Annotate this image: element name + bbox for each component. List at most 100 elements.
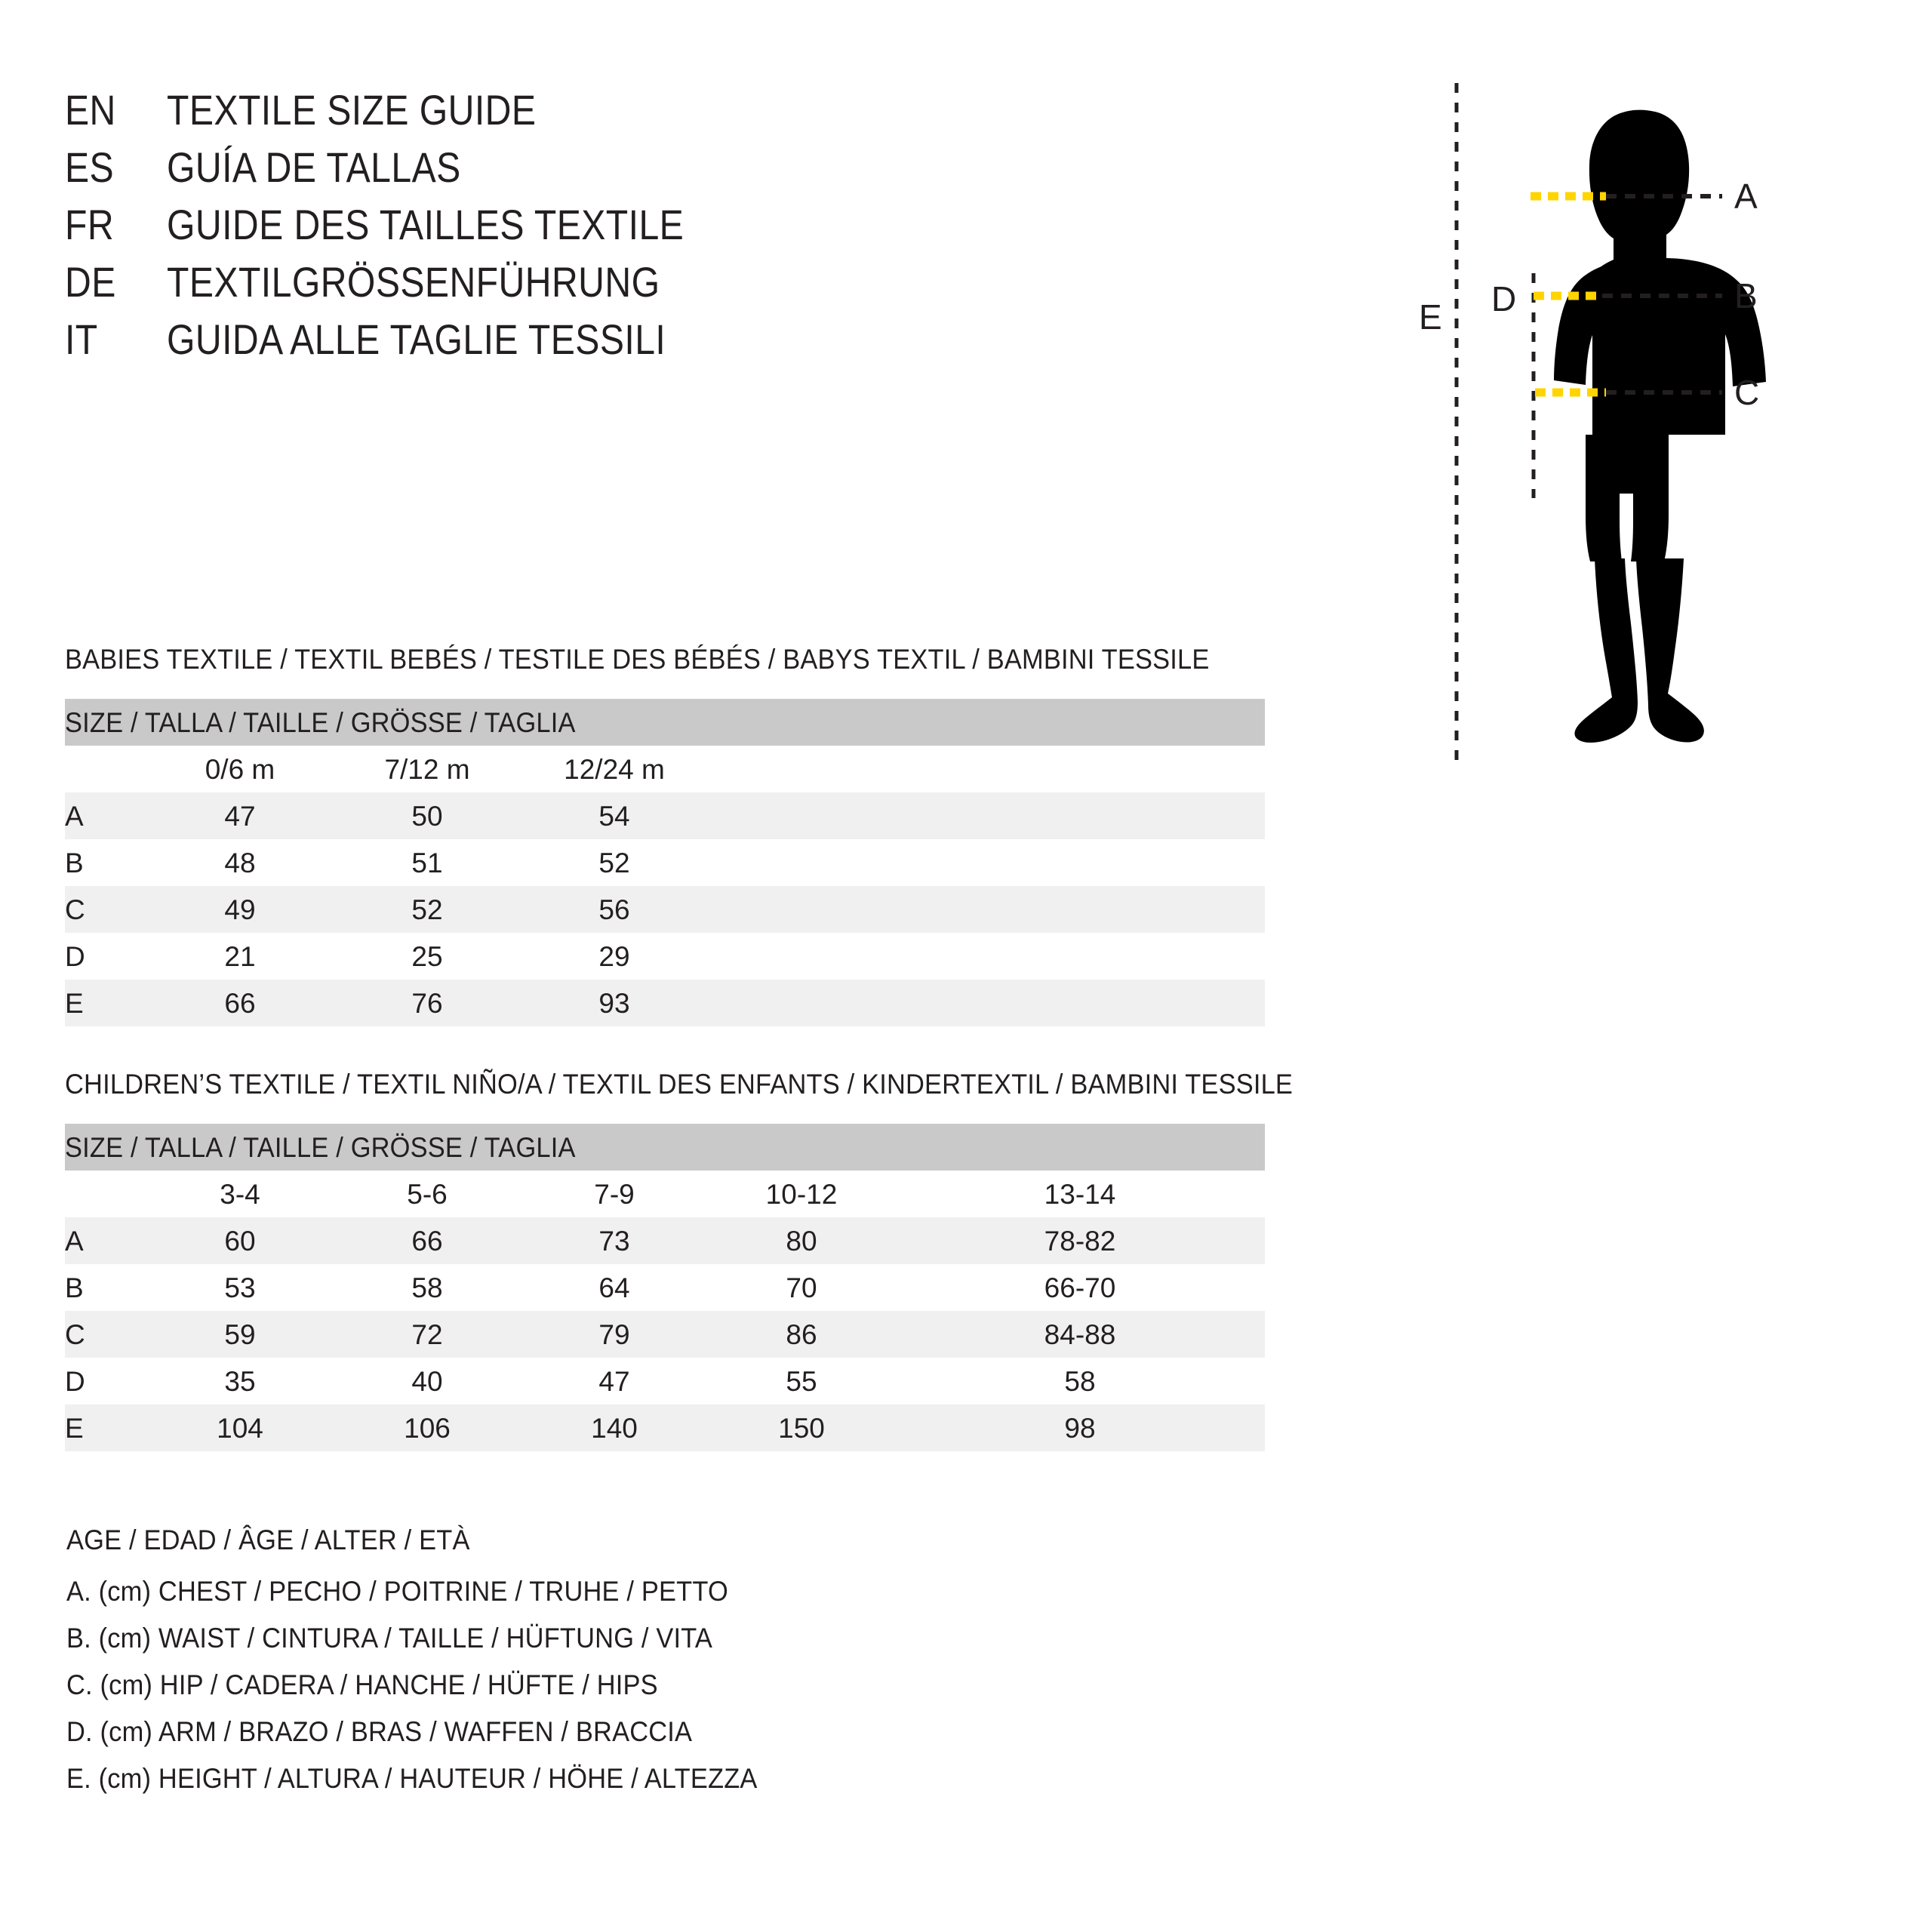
babies-section: BABIES TEXTILE / TEXTIL BEBÉS / TESTILE … xyxy=(65,645,1287,1026)
language-title-it: GUIDA ALLE TAGLIE TESSILI xyxy=(167,315,666,363)
children-a-4: 78-82 xyxy=(895,1217,1265,1264)
children-d-1: 40 xyxy=(334,1358,521,1404)
children-col-3: 10-12 xyxy=(708,1171,895,1217)
babies-band-label: SIZE / TALLA / TAILLE / GRÖSSE / TAGLIA xyxy=(65,699,1265,746)
babies-col-2: 12/24 m xyxy=(521,746,708,792)
babies-row-label-e: E xyxy=(65,980,146,1026)
marker-label-a: A xyxy=(1734,177,1758,216)
babies-a-spacer xyxy=(708,792,1265,839)
babies-e-1: 76 xyxy=(334,980,521,1026)
babies-a-1: 50 xyxy=(334,792,521,839)
children-d-3: 55 xyxy=(708,1358,895,1404)
children-band-row: SIZE / TALLA / TAILLE / GRÖSSE / TAGLIA xyxy=(65,1124,1265,1171)
babies-row-label-c: C xyxy=(65,886,146,933)
children-e-4: 98 xyxy=(895,1404,1265,1451)
babies-c-2: 56 xyxy=(521,886,708,933)
language-title-block: EN TEXTILE SIZE GUIDE ES GUÍA DE TALLAS … xyxy=(65,89,1197,376)
children-col-2: 7-9 xyxy=(521,1171,708,1217)
children-a-3: 80 xyxy=(708,1217,895,1264)
babies-a-0: 47 xyxy=(146,792,334,839)
children-row-label-d: D xyxy=(65,1358,146,1404)
children-band-label: SIZE / TALLA / TAILLE / GRÖSSE / TAGLIA xyxy=(65,1124,1265,1171)
children-e-3: 150 xyxy=(708,1404,895,1451)
babies-b-2: 52 xyxy=(521,839,708,886)
language-row-fr: FR GUIDE DES TAILLES TEXTILE xyxy=(65,204,1197,261)
marker-label-c: C xyxy=(1734,373,1759,412)
measurement-figure: A B C D E xyxy=(1419,75,1917,785)
children-size-table: SIZE / TALLA / TAILLE / GRÖSSE / TAGLIA … xyxy=(65,1124,1265,1451)
marker-label-d: D xyxy=(1491,279,1516,318)
children-c-0: 59 xyxy=(146,1311,334,1358)
children-b-4: 66-70 xyxy=(895,1264,1265,1311)
table-row: B 48 51 52 xyxy=(65,839,1265,886)
marker-label-b: B xyxy=(1734,276,1758,315)
table-row: A 60 66 73 80 78-82 xyxy=(65,1217,1265,1264)
babies-e-0: 66 xyxy=(146,980,334,1026)
language-code-fr: FR xyxy=(65,201,115,248)
babies-row-label-a: A xyxy=(65,792,146,839)
language-row-de: DE TEXTILGRÖSSENFÜHRUNG xyxy=(65,261,1197,318)
babies-c-1: 52 xyxy=(334,886,521,933)
children-c-2: 79 xyxy=(521,1311,708,1358)
children-corner-cell xyxy=(65,1171,146,1217)
table-row: E 66 76 93 xyxy=(65,980,1265,1026)
language-code-it: IT xyxy=(65,315,98,363)
legend-item-a: A. (cm) CHEST / PECHO / POITRINE / TRUHE… xyxy=(66,1576,728,1607)
babies-a-2: 54 xyxy=(521,792,708,839)
children-a-0: 60 xyxy=(146,1217,334,1264)
table-row: B 53 58 64 70 66-70 xyxy=(65,1264,1265,1311)
babies-column-header-row: 0/6 m 7/12 m 12/24 m xyxy=(65,746,1265,792)
children-row-label-a: A xyxy=(65,1217,146,1264)
legend-item-b: B. (cm) WAIST / CINTURA / TAILLE / HÜFTU… xyxy=(66,1623,713,1654)
babies-col-1: 7/12 m xyxy=(334,746,521,792)
language-row-es: ES GUÍA DE TALLAS xyxy=(65,146,1197,204)
babies-section-title: BABIES TEXTILE / TEXTIL BEBÉS / TESTILE … xyxy=(65,644,1210,675)
legend-item-c: C. (cm) HIP / CADERA / HANCHE / HÜFTE / … xyxy=(66,1669,658,1700)
table-row: D 35 40 47 55 58 xyxy=(65,1358,1265,1404)
babies-d-1: 25 xyxy=(334,933,521,980)
children-c-1: 72 xyxy=(334,1311,521,1358)
children-d-4: 58 xyxy=(895,1358,1265,1404)
language-row-it: IT GUIDA ALLE TAGLIE TESSILI xyxy=(65,318,1197,376)
language-title-de: TEXTILGRÖSSENFÜHRUNG xyxy=(167,258,660,306)
children-d-0: 35 xyxy=(146,1358,334,1404)
table-row: A 47 50 54 xyxy=(65,792,1265,839)
children-row-label-e: E xyxy=(65,1404,146,1451)
measurement-legend: AGE / EDAD / ÂGE / ALTER / ETÀ A. (cm) C… xyxy=(66,1526,1198,1811)
language-row-en: EN TEXTILE SIZE GUIDE xyxy=(65,89,1197,146)
children-e-1: 106 xyxy=(334,1404,521,1451)
babies-row-label-b: B xyxy=(65,839,146,886)
children-row-label-b: B xyxy=(65,1264,146,1311)
babies-col-spacer xyxy=(708,746,1265,792)
babies-c-spacer xyxy=(708,886,1265,933)
babies-col-0: 0/6 m xyxy=(146,746,334,792)
children-col-4: 13-14 xyxy=(895,1171,1265,1217)
babies-b-spacer xyxy=(708,839,1265,886)
table-row: D 21 25 29 xyxy=(65,933,1265,980)
children-section: CHILDREN’S TEXTILE / TEXTIL NIÑO/A / TEX… xyxy=(65,1069,1294,1451)
legend-item-e: E. (cm) HEIGHT / ALTURA / HAUTEUR / HÖHE… xyxy=(66,1763,758,1794)
children-b-3: 70 xyxy=(708,1264,895,1311)
children-section-title: CHILDREN’S TEXTILE / TEXTIL NIÑO/A / TEX… xyxy=(65,1069,1294,1100)
children-e-2: 140 xyxy=(521,1404,708,1451)
table-row: E 104 106 140 150 98 xyxy=(65,1404,1265,1451)
language-title-en: TEXTILE SIZE GUIDE xyxy=(167,86,537,134)
babies-c-0: 49 xyxy=(146,886,334,933)
babies-row-label-d: D xyxy=(65,933,146,980)
babies-e-spacer xyxy=(708,980,1265,1026)
marker-label-e: E xyxy=(1419,297,1442,337)
language-title-es: GUÍA DE TALLAS xyxy=(167,143,461,191)
babies-e-2: 93 xyxy=(521,980,708,1026)
children-c-4: 84-88 xyxy=(895,1311,1265,1358)
children-a-1: 66 xyxy=(334,1217,521,1264)
table-row: C 49 52 56 xyxy=(65,886,1265,933)
children-column-header-row: 3-4 5-6 7-9 10-12 13-14 xyxy=(65,1171,1265,1217)
babies-band-row: SIZE / TALLA / TAILLE / GRÖSSE / TAGLIA xyxy=(65,699,1265,746)
children-b-2: 64 xyxy=(521,1264,708,1311)
children-col-0: 3-4 xyxy=(146,1171,334,1217)
language-title-fr: GUIDE DES TAILLES TEXTILE xyxy=(167,201,685,248)
babies-corner-cell xyxy=(65,746,146,792)
children-b-1: 58 xyxy=(334,1264,521,1311)
children-d-2: 47 xyxy=(521,1358,708,1404)
children-a-2: 73 xyxy=(521,1217,708,1264)
